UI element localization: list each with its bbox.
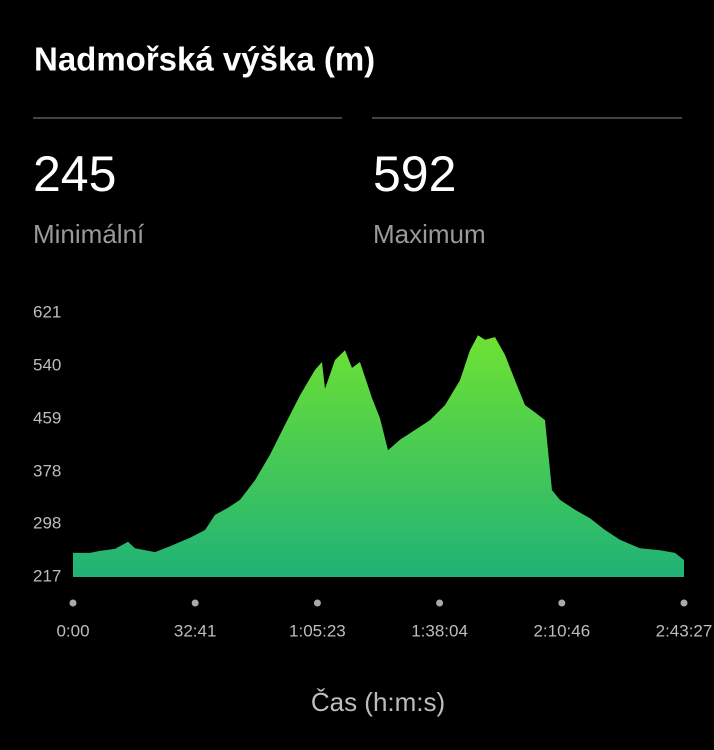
stat-label: Maximum	[373, 219, 486, 249]
x-tick-label: 2:10:46	[533, 621, 590, 640]
x-tick-dot	[436, 599, 444, 607]
x-tick-label: 32:41	[174, 621, 217, 640]
y-tick-label: 378	[33, 461, 61, 480]
elevation-area	[73, 335, 684, 577]
x-axis-label: Čas (h:m:s)	[311, 687, 445, 717]
x-tick-label: 0:00	[56, 621, 89, 640]
x-tick-dot	[313, 599, 321, 607]
x-tick-label: 1:38:04	[411, 621, 468, 640]
y-tick-label: 621	[33, 302, 61, 321]
y-tick-label: 298	[33, 514, 61, 533]
stat-value: 592	[373, 146, 456, 202]
stat-label: Minimální	[33, 219, 145, 249]
title: Nadmořská výška (m)	[34, 41, 375, 78]
x-tick-dot	[680, 599, 688, 607]
x-tick-dot	[558, 599, 566, 607]
x-tick-dot	[191, 599, 199, 607]
stat-value: 245	[33, 146, 116, 202]
x-tick-dot	[69, 599, 77, 607]
x-tick-label: 2:43:27	[656, 621, 713, 640]
y-tick-label: 217	[33, 566, 61, 585]
y-tick-label: 540	[33, 355, 61, 374]
y-tick-label: 459	[33, 408, 61, 427]
x-tick-label: 1:05:23	[289, 621, 346, 640]
